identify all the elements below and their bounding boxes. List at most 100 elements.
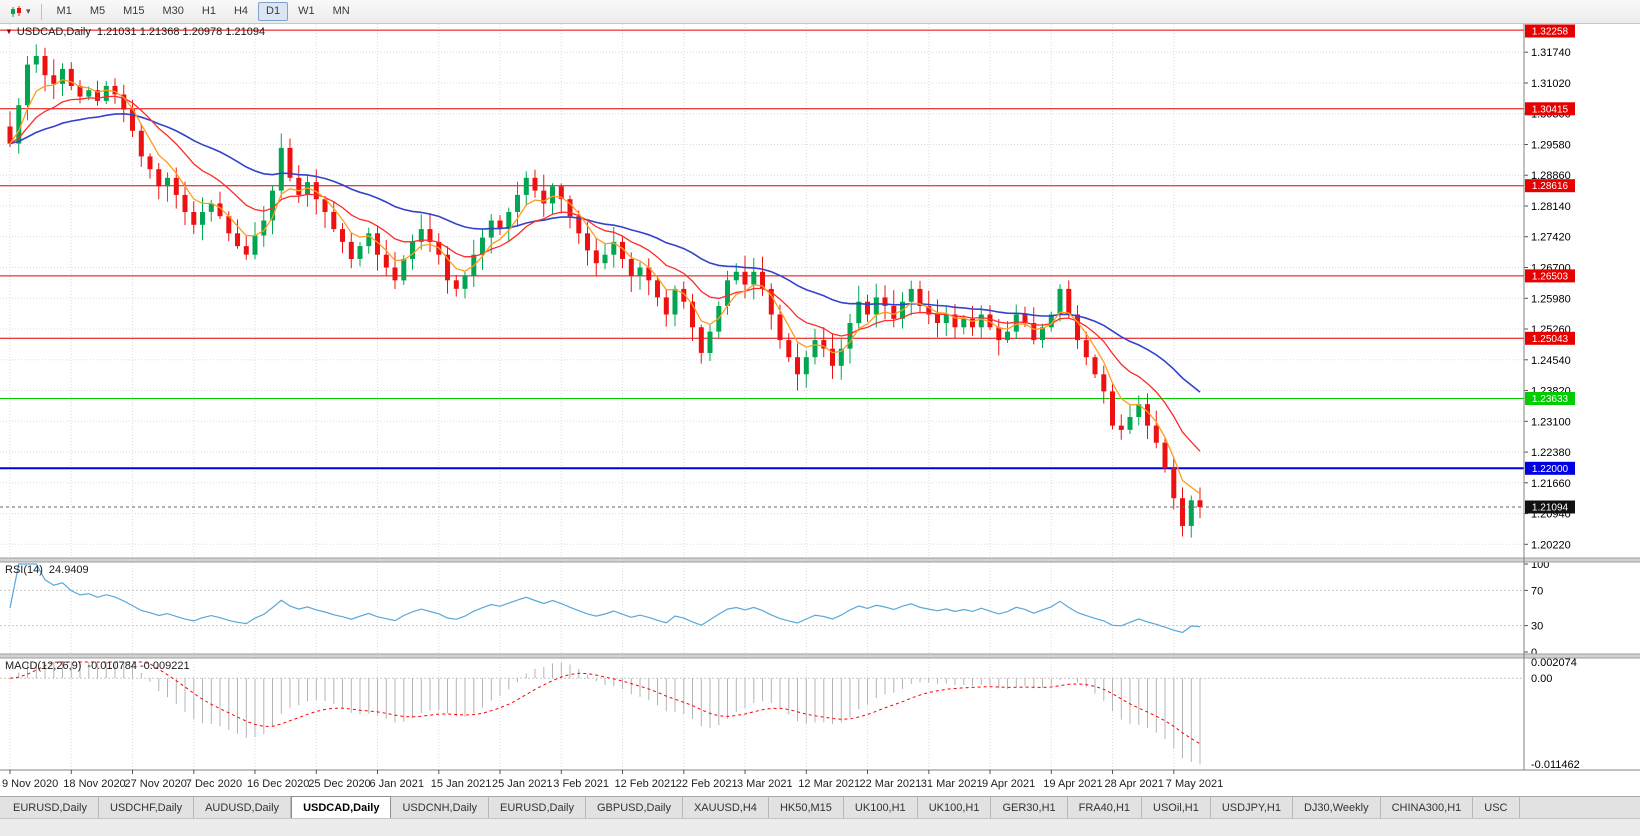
- chart-tab-uk100-h1[interactable]: UK100,H1: [843, 797, 918, 818]
- candle-body: [226, 216, 232, 234]
- candle-body: [672, 288, 678, 315]
- macd-values: -0.010784 -0.009221: [87, 660, 190, 672]
- chart-tab-usoil-h1[interactable]: USOil,H1: [1142, 797, 1211, 818]
- time-tick-label: 25 Dec 2020: [308, 778, 370, 790]
- candle-body: [261, 220, 267, 236]
- toolbar-separator: [40, 3, 42, 20]
- candle-body: [357, 246, 363, 259]
- price-badge-label: 1.30415: [1532, 104, 1569, 115]
- chart-type-button[interactable]: ▾: [5, 4, 35, 20]
- candle-body: [803, 357, 809, 375]
- timeframe-button-m30[interactable]: M30: [162, 5, 184, 17]
- price-badge: [1525, 269, 1575, 283]
- candle-body: [77, 85, 83, 97]
- timeframe-button-m5[interactable]: M5: [89, 5, 106, 17]
- candle-body: [445, 254, 450, 281]
- candle-body: [156, 169, 162, 187]
- candle-body: [42, 56, 48, 76]
- candle-body: [235, 233, 240, 247]
- chart-tab-uk100-h1[interactable]: UK100,H1: [917, 797, 992, 818]
- candle-body: [1040, 327, 1045, 341]
- chart-tab-china300-h1[interactable]: CHINA300,H1: [1380, 797, 1474, 818]
- candle-body: [865, 301, 870, 315]
- candle-body: [375, 233, 380, 255]
- candle-body: [830, 348, 835, 366]
- price-badge-label: 1.26503: [1532, 271, 1569, 282]
- timeframe-button-m1[interactable]: M1: [56, 5, 72, 17]
- chart-tab-gbpusd-daily[interactable]: GBPUSD,Daily: [586, 797, 683, 818]
- pane-separator-1[interactable]: [0, 558, 1640, 562]
- candle-body: [252, 235, 258, 255]
- candle-body: [655, 280, 660, 298]
- candle-body: [1048, 314, 1054, 328]
- time-tick-label: 9 Nov 2020: [2, 778, 58, 790]
- candle-body: [812, 340, 818, 358]
- timeframe-button-d1[interactable]: D1: [258, 2, 289, 21]
- price-badge-label: 1.21094: [1532, 503, 1569, 514]
- candle-body: [1013, 314, 1019, 332]
- chart-tab-eurusd-daily[interactable]: EURUSD,Daily: [2, 797, 99, 818]
- chart-canvas[interactable]: 1.202201.209401.216601.223801.231001.238…: [0, 24, 1640, 796]
- chart-tab-usc[interactable]: USC: [1473, 797, 1520, 818]
- timeframe-button-h4[interactable]: H4: [233, 5, 249, 17]
- candle-body: [961, 318, 967, 328]
- candle-body: [777, 314, 783, 341]
- macd-tick-label: -0.011462: [1531, 759, 1580, 771]
- chart-tab-ger30-h1[interactable]: GER30,H1: [991, 797, 1068, 818]
- candle-body: [838, 348, 844, 366]
- timeframe-button-mn[interactable]: MN: [332, 5, 350, 17]
- candle-body: [987, 314, 993, 328]
- chart-tab-hk50-m15[interactable]: HK50,M15: [768, 797, 844, 818]
- candle-body: [497, 220, 503, 229]
- time-tick-label: 27 Nov 2020: [125, 778, 187, 790]
- chart-tab-fra40-h1[interactable]: FRA40,H1: [1067, 797, 1143, 818]
- price-badge-label: 1.28616: [1532, 181, 1569, 192]
- price-badges: 1.32258 1.30415 1.28616 1.26503 1.25043 1.236…: [1525, 24, 1575, 514]
- candle-body: [620, 241, 625, 259]
- chart-tab-eurusd-daily[interactable]: EURUSD,Daily: [489, 797, 586, 818]
- chart-tab-usdcad-daily[interactable]: USDCAD,Daily: [291, 796, 392, 818]
- chart-tab-dj30-weekly[interactable]: DJ30,Weekly: [1292, 797, 1381, 818]
- price-tick-label: 1.23100: [1531, 416, 1571, 428]
- candle-body: [348, 241, 354, 259]
- candle-body: [637, 267, 643, 276]
- candle-body: [935, 314, 940, 323]
- chart-tab-xauusd-h4[interactable]: XAUUSD,H4: [682, 797, 769, 818]
- candle-body: [978, 314, 984, 328]
- candle-body: [51, 75, 57, 84]
- candle-body: [278, 147, 284, 191]
- time-tick-label: 22 Feb 2021: [676, 778, 738, 790]
- rsi-tick-label: 30: [1531, 621, 1543, 633]
- candle-body: [690, 301, 695, 328]
- pane-separator-2[interactable]: [0, 654, 1640, 658]
- candle-body: [891, 306, 897, 319]
- ma-line-5: [9, 79, 1201, 495]
- price-tick-label: 1.29580: [1531, 140, 1571, 152]
- timeframe-button-w1[interactable]: W1: [298, 5, 315, 17]
- price-tick-label: 1.24540: [1531, 355, 1571, 367]
- candle-body: [296, 177, 302, 195]
- chart-tab-usdchf-daily[interactable]: USDCHF,Daily: [98, 797, 195, 818]
- timeframe-button-m15[interactable]: M15: [123, 5, 145, 17]
- candle-body: [532, 177, 538, 191]
- time-tick-label: 6 Jan 2021: [370, 778, 424, 790]
- price-tick-label: 1.28140: [1531, 201, 1571, 213]
- chart-tab-usdjpy-h1[interactable]: USDJPY,H1: [1210, 797, 1293, 818]
- candle-body: [786, 340, 792, 358]
- pane-collapse-icon[interactable]: ▼: [5, 27, 13, 36]
- candle-body: [611, 241, 617, 255]
- candle-body: [1022, 314, 1028, 323]
- chart-tab-usdcnh-daily[interactable]: USDCNH,Daily: [391, 797, 490, 818]
- candle-body: [1031, 323, 1037, 341]
- timeframe-button-h1[interactable]: H1: [201, 5, 216, 17]
- candle-body: [996, 327, 1002, 341]
- candle-body: [25, 64, 30, 106]
- candle-body: [1127, 417, 1133, 430]
- chart-tab-audusd-daily[interactable]: AUDUSD,Daily: [194, 797, 292, 818]
- candles: [7, 44, 1203, 538]
- candle-body: [165, 177, 170, 187]
- candle-body: [68, 68, 74, 86]
- candle-body: [593, 250, 599, 264]
- candle-body: [121, 94, 127, 110]
